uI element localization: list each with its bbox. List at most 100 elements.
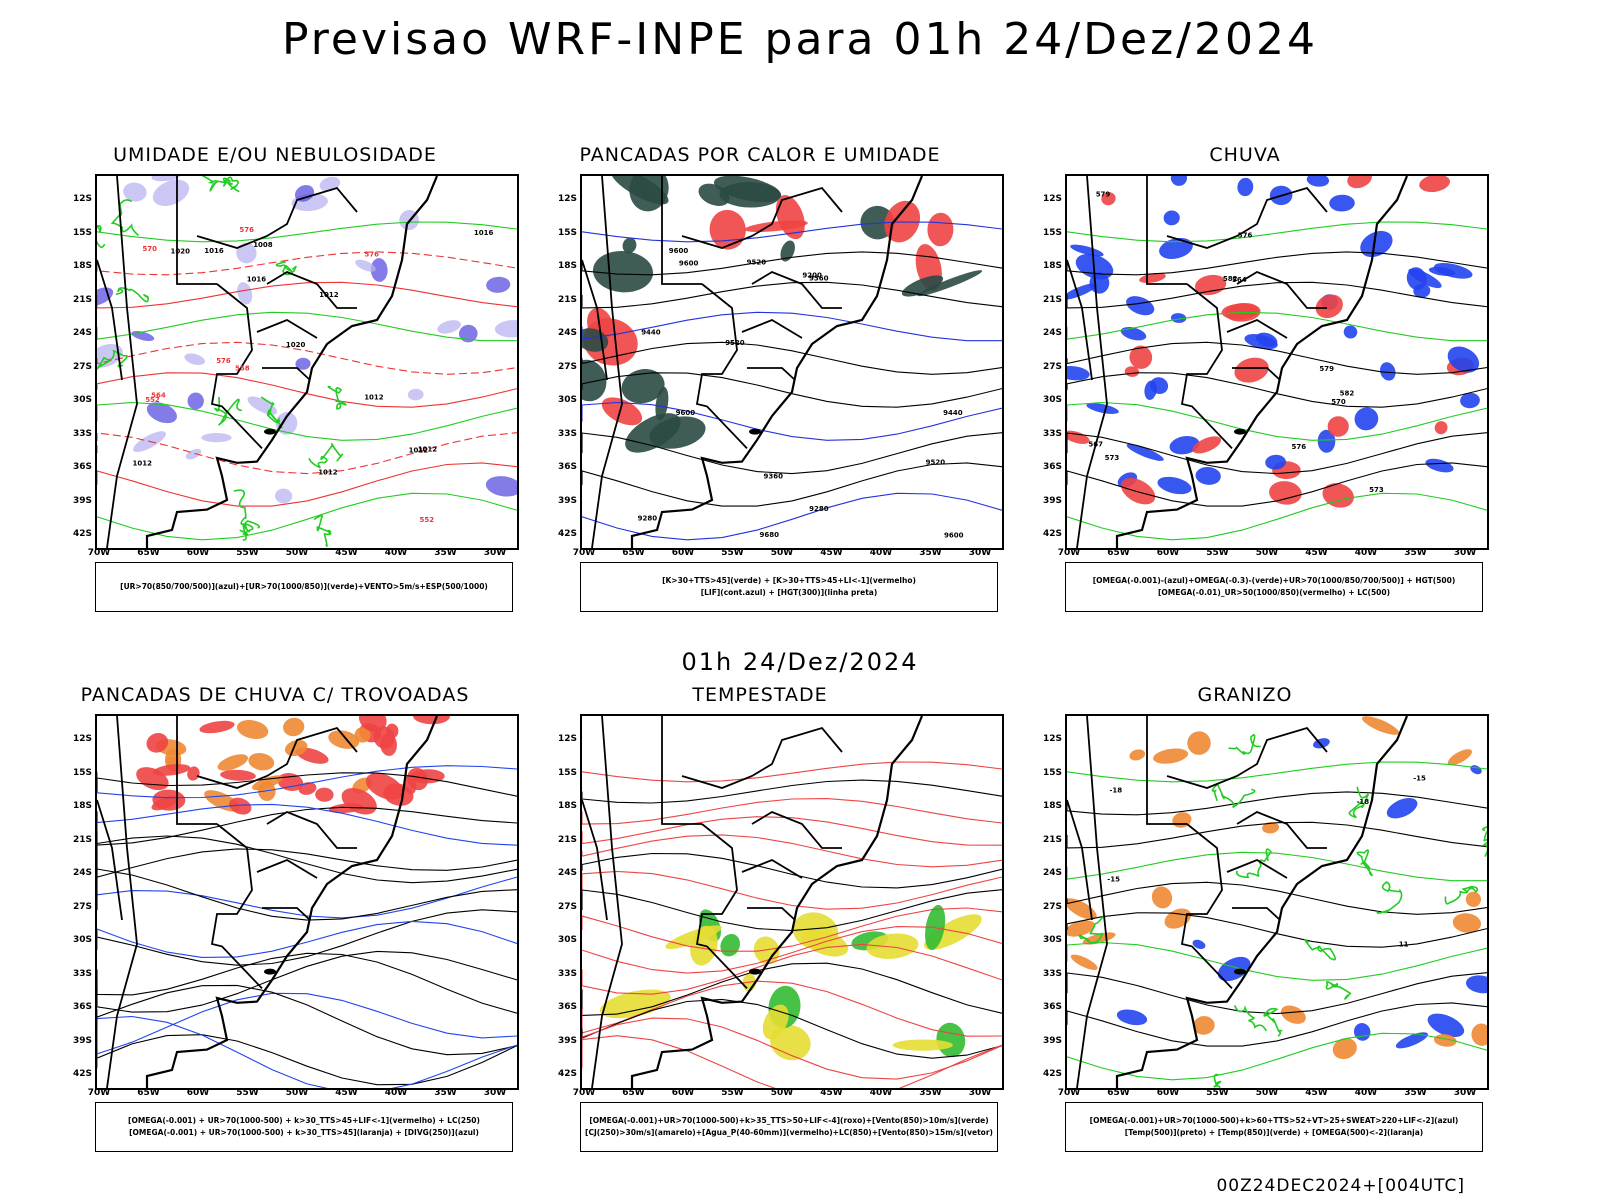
field-shade: [582, 359, 607, 402]
field-shade: [354, 726, 371, 743]
lat-tick-label: 30S: [1042, 395, 1062, 406]
field-shade: [1452, 913, 1482, 933]
map-umidade[interactable]: 1012 1012 1012 1012 1012 1012 1016 1020 1008 1016…: [95, 174, 519, 550]
state-border: [1067, 799, 1093, 921]
field-shade: [220, 769, 256, 781]
field-shade: [1187, 731, 1211, 755]
contour-label: 558: [235, 365, 250, 373]
map-chuva[interactable]: 582 579 576 573 570 567 564 582 579 576 573: [1065, 174, 1489, 550]
field-shade: [236, 242, 257, 264]
state-border: [97, 799, 123, 921]
state-border: [661, 176, 702, 285]
lat-tick-label: 33S: [1042, 428, 1062, 439]
field-shade: [201, 433, 232, 443]
field-shade: [1433, 262, 1473, 279]
contour-label: 564: [151, 392, 166, 400]
lat-tick-label: 39S: [1042, 495, 1062, 506]
lon-tick-label: 55W: [236, 548, 259, 558]
map-pancadas-trovoadas[interactable]: [95, 714, 519, 1090]
moisture-contour: [1078, 914, 1105, 944]
field-shade: [775, 195, 805, 240]
lon-tick-label: 65W: [622, 1088, 645, 1098]
field-shade: [1067, 283, 1098, 300]
contour-line: [582, 980, 1002, 1037]
contour-line: [1067, 972, 1487, 1015]
lon-tick-label: 45W: [1305, 548, 1328, 558]
lon-tick-label: 65W: [137, 1088, 160, 1098]
lon-tick-label: 35W: [434, 548, 457, 558]
field-shade: [1129, 749, 1146, 761]
lat-tick-label: 15S: [557, 767, 577, 778]
legend-line-1: [OMEGA(-0.001)-(azul)+OMEGA(-0.3)-(verde…: [1092, 576, 1456, 585]
contour-label: 9200: [802, 272, 822, 280]
field-shade: [1471, 1023, 1487, 1046]
lon-tick-label: 60W: [186, 1088, 210, 1098]
lat-tick-label: 24S: [557, 328, 577, 339]
field-shade: [1126, 296, 1155, 316]
lat-tick-label: 42S: [72, 1069, 92, 1080]
field-shade: [1067, 898, 1097, 920]
contour-line: [582, 816, 1002, 846]
run-footer: 00Z24DEC2024+[004UTC]: [1216, 1176, 1465, 1196]
state-border: [1076, 176, 1108, 548]
moisture-contour: [275, 261, 297, 276]
coastline: [630, 176, 924, 548]
field-shade: [1150, 377, 1169, 395]
contour-line: [582, 834, 1002, 868]
field-shade: [187, 766, 200, 781]
contour-label: 9440: [641, 328, 661, 336]
lat-tick-label: 12S: [1042, 734, 1062, 745]
moisture-contour: [97, 349, 128, 370]
contour-line: [582, 251, 1002, 276]
lon-tick-label: 50W: [1255, 548, 1279, 558]
lon-tick-label: 35W: [434, 1088, 457, 1098]
lon-tick-label: 45W: [820, 1088, 843, 1098]
field-shade: [1434, 421, 1448, 435]
lat-tick-label: 42S: [1042, 529, 1062, 540]
field-shade: [459, 324, 478, 343]
contour-line: [97, 835, 517, 884]
field-shade: [762, 1004, 789, 1040]
contour-line: [97, 803, 517, 846]
lagoon: [264, 428, 276, 435]
contour-label: 1012: [133, 459, 153, 467]
map-granizo[interactable]: -15 -18 -18 11 -15: [1065, 714, 1489, 1090]
contour-line: [97, 221, 517, 243]
field-shade: [1126, 443, 1164, 461]
lon-tick-label: 55W: [721, 548, 744, 558]
panel-legend: [OMEGA(-0.001)-(azul)+OMEGA(-0.3)-(verde…: [1065, 562, 1483, 612]
field-shade: [123, 182, 147, 202]
moisture-contour: [1325, 981, 1352, 1000]
lat-tick-label: 36S: [557, 1002, 577, 1013]
moisture-contour: [1228, 734, 1261, 755]
lat-tick-label: 27S: [1042, 361, 1062, 372]
contour-line: [1067, 941, 1487, 981]
state-border: [266, 810, 357, 849]
field-shade: [485, 476, 517, 497]
contour-line: [1067, 851, 1487, 882]
field-shade: [1067, 366, 1090, 381]
lon-tick-label: 40W: [1354, 1088, 1378, 1098]
field-shade: [1465, 891, 1482, 907]
map-tempestade[interactable]: [580, 714, 1004, 1090]
lon-tick-label: 50W: [770, 548, 794, 558]
field-shade: [1332, 1038, 1357, 1060]
map-pancadas-calor[interactable]: 9680 9600 9520 9600 9600 9600 9520 9520 9440 9440…: [580, 174, 1004, 550]
state-border: [106, 716, 138, 1088]
moisture-contour: [213, 396, 243, 426]
field-shade: [1406, 267, 1427, 290]
lat-tick-label: 36S: [72, 1002, 92, 1013]
field-shade: [592, 251, 654, 293]
field-shade: [1306, 176, 1330, 187]
field-shade: [199, 720, 235, 734]
lat-tick-label: 21S: [557, 834, 577, 845]
state-border: [262, 907, 311, 921]
field-shade: [97, 343, 123, 368]
lat-tick-label: 24S: [72, 868, 92, 879]
panel-title: PANCADAS DE CHUVA C/ TROVOADAS: [80, 684, 470, 706]
lat-tick-label: 33S: [1042, 968, 1062, 979]
contour-line: [1067, 1002, 1487, 1047]
contour-label: 579: [1319, 365, 1334, 373]
contour-line: [1067, 281, 1487, 309]
panel-title: GRANIZO: [1197, 684, 1293, 706]
